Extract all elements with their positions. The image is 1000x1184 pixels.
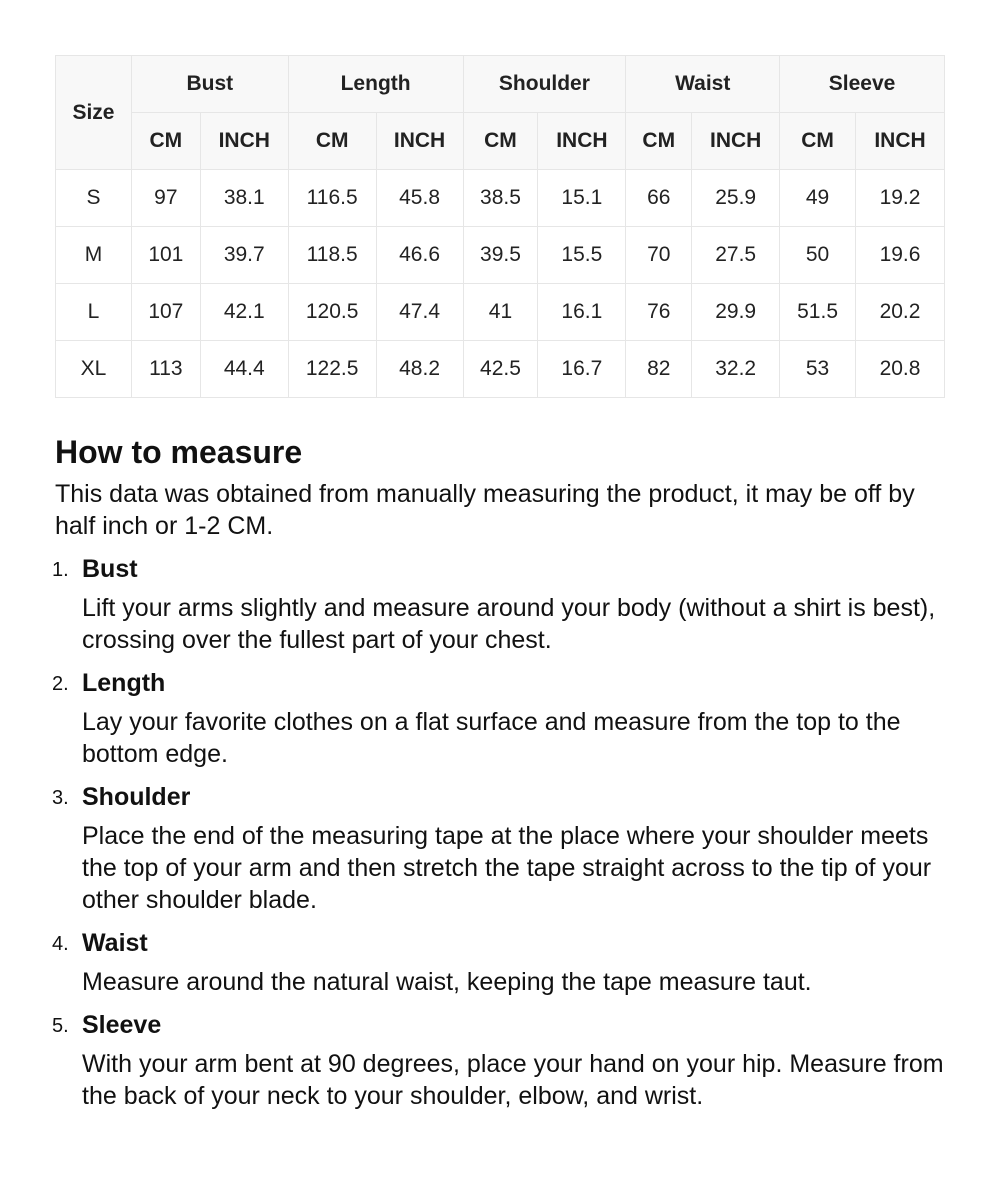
value-cell: 50 xyxy=(779,226,857,284)
step-number: 3. xyxy=(52,787,69,809)
measure-step-bust: 1. Bust Lift your arms slightly and measur… xyxy=(52,552,955,656)
value-cell: 51.5 xyxy=(779,283,857,341)
value-cell: 19.6 xyxy=(855,226,945,284)
value-cell: 15.1 xyxy=(537,169,627,227)
value-cell: 97 xyxy=(130,169,201,227)
unit-header: INCH xyxy=(691,112,781,170)
value-cell: 107 xyxy=(130,283,201,341)
unit-header: CM xyxy=(287,112,377,170)
unit-header: INCH xyxy=(199,112,289,170)
value-cell: 38.5 xyxy=(462,169,539,227)
group-header-sleeve: Sleeve xyxy=(779,55,945,113)
value-cell: 20.2 xyxy=(855,283,945,341)
value-cell: 16.7 xyxy=(537,340,627,398)
unit-header: INCH xyxy=(855,112,945,170)
size-cell: M xyxy=(55,226,132,284)
value-cell: 118.5 xyxy=(287,226,377,284)
value-cell: 15.5 xyxy=(537,226,627,284)
unit-header: INCH xyxy=(537,112,627,170)
step-title: Shoulder xyxy=(82,783,191,811)
step-title: Bust xyxy=(82,555,138,583)
unit-header: CM xyxy=(779,112,857,170)
step-description: Measure around the natural waist, keepin… xyxy=(82,968,812,996)
value-cell: 122.5 xyxy=(287,340,377,398)
group-header-shoulder: Shoulder xyxy=(462,55,627,113)
group-header-bust: Bust xyxy=(130,55,289,113)
value-cell: 39.5 xyxy=(462,226,539,284)
value-cell: 113 xyxy=(130,340,201,398)
guide-title: How to measure xyxy=(55,434,303,470)
value-cell: 49 xyxy=(779,169,857,227)
measure-guide: How to measure This data was obtained fr… xyxy=(52,432,955,1112)
table-row: L 107 42.1 120.5 47.4 41 16.1 76 29.9 51.5 20.2 xyxy=(55,283,945,341)
size-header: Size xyxy=(55,55,132,170)
value-cell: 42.5 xyxy=(462,340,539,398)
value-cell: 39.7 xyxy=(199,226,289,284)
step-title: Sleeve xyxy=(82,1011,162,1039)
size-cell: L xyxy=(55,283,132,341)
value-cell: 29.9 xyxy=(691,283,781,341)
step-title: Waist xyxy=(82,929,148,957)
step-number: 4. xyxy=(52,933,69,955)
value-cell: 47.4 xyxy=(375,283,464,341)
unit-header: CM xyxy=(625,112,693,170)
value-cell: 66 xyxy=(625,169,693,227)
table-row: S 97 38.1 116.5 45.8 38.5 15.1 66 25.9 49 19.2 xyxy=(55,169,945,227)
value-cell: 20.8 xyxy=(855,340,945,398)
unit-header: CM xyxy=(462,112,539,170)
unit-header: CM xyxy=(130,112,201,170)
value-cell: 32.2 xyxy=(691,340,781,398)
measure-steps: 1. Bust Lift your arms slightly and measur… xyxy=(52,552,955,1112)
value-cell: 41 xyxy=(462,283,539,341)
step-number: 5. xyxy=(52,1015,69,1037)
step-description: Place the end of the measuring tape at t… xyxy=(82,822,932,914)
group-header-waist: Waist xyxy=(625,55,781,113)
size-chart-table: Size Bust Length Shoulder Waist Sleeve CM INC… xyxy=(55,55,945,398)
group-header-length: Length xyxy=(287,55,464,113)
header-row-units: CM INCH CM INCH CM INCH CM INCH CM INCH xyxy=(56,112,945,170)
step-description: Lay your favorite clothes on a flat surf… xyxy=(82,708,901,768)
table-row: XL 113 44.4 122.5 48.2 42.5 16.7 82 32.2 53 20.8 xyxy=(55,340,945,398)
unit-header: INCH xyxy=(375,112,464,170)
value-cell: 53 xyxy=(779,340,857,398)
value-cell: 120.5 xyxy=(287,283,377,341)
measure-step-sleeve: 5. Sleeve With your arm bent at 90 degrees… xyxy=(52,1008,955,1112)
value-cell: 16.1 xyxy=(537,283,627,341)
value-cell: 48.2 xyxy=(375,340,464,398)
value-cell: 42.1 xyxy=(199,283,289,341)
measure-step-length: 2. Length Lay your favorite clothes on a f… xyxy=(52,666,955,770)
step-number: 1. xyxy=(52,559,69,581)
value-cell: 76 xyxy=(625,283,693,341)
step-number: 2. xyxy=(52,673,69,695)
value-cell: 70 xyxy=(625,226,693,284)
value-cell: 27.5 xyxy=(691,226,781,284)
size-cell: S xyxy=(55,169,132,227)
table-row: M 101 39.7 118.5 46.6 39.5 15.5 70 27.5 50 19.6 xyxy=(55,226,945,284)
step-description: With your arm bent at 90 degrees, place … xyxy=(82,1050,944,1110)
guide-intro: This data was obtained from manually mea… xyxy=(55,480,915,540)
value-cell: 46.6 xyxy=(375,226,464,284)
step-title: Length xyxy=(82,669,166,697)
value-cell: 44.4 xyxy=(199,340,289,398)
header-row-groups: Size Bust Length Shoulder Waist Sleeve xyxy=(55,55,945,170)
value-cell: 101 xyxy=(130,226,201,284)
step-description: Lift your arms slightly and measure arou… xyxy=(82,594,936,654)
value-cell: 82 xyxy=(625,340,693,398)
size-cell: XL xyxy=(55,340,132,398)
measure-step-waist: 4. Waist Measure around the natural waist,… xyxy=(52,926,955,998)
value-cell: 45.8 xyxy=(375,169,464,227)
value-cell: 19.2 xyxy=(855,169,945,227)
value-cell: 25.9 xyxy=(691,169,781,227)
value-cell: 38.1 xyxy=(199,169,289,227)
value-cell: 116.5 xyxy=(287,169,377,227)
measure-step-shoulder: 3. Shoulder Place the end of the measuring… xyxy=(52,780,955,916)
